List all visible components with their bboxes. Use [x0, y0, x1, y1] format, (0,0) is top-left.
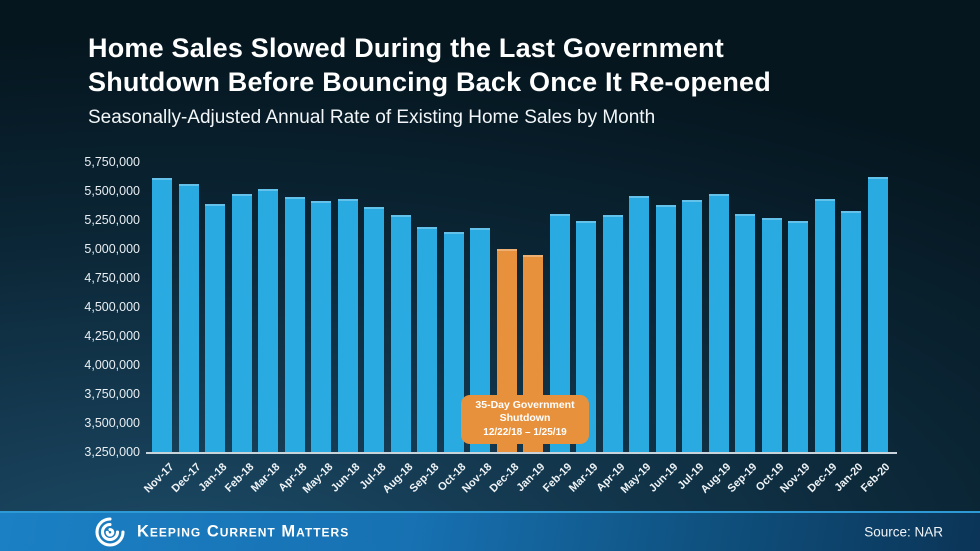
x-axis-label: Jun-19 [646, 461, 680, 495]
bar-jan-18 [205, 203, 225, 452]
y-axis-tick-label: 5,000,000 [84, 242, 140, 256]
shutdown-annotation: 35-Day Government Shutdown 12/22/18 – 1/… [461, 395, 589, 444]
bar-jul-18 [364, 207, 384, 452]
bar-oct-19 [761, 217, 782, 452]
annotation-title: 35-Day Government Shutdown [475, 399, 575, 424]
bar-feb-20 [867, 177, 888, 452]
x-axis-label: Jan-19 [514, 461, 548, 495]
bar-dec-19 [814, 199, 835, 452]
bar-sep-18 [417, 226, 437, 452]
y-axis-tick-label: 3,500,000 [84, 416, 140, 430]
brand-name: Keeping Current Matters [137, 522, 350, 541]
y-axis-tick-label: 5,750,000 [84, 155, 140, 169]
bar-jun-18 [337, 199, 358, 452]
x-axis-line [146, 452, 897, 454]
y-axis-tick-label: 3,750,000 [84, 387, 140, 401]
x-axis-label: Feb-20 [858, 461, 892, 495]
x-axis-label: Feb-18 [222, 461, 256, 495]
title-line-2: Shutdown Before Bouncing Back Once It Re… [88, 67, 771, 97]
y-axis-tick-label: 5,500,000 [84, 184, 140, 198]
y-axis-tick-label: 4,000,000 [84, 358, 140, 372]
annotation-dates: 12/22/18 – 1/25/19 [483, 427, 567, 438]
bar-dec-17 [178, 184, 199, 452]
y-axis-tick-label: 5,250,000 [84, 213, 140, 227]
bar-nov-19 [788, 221, 808, 452]
bar-nov-17 [152, 178, 172, 452]
bar-may-18 [311, 201, 331, 452]
bar-sep-19 [735, 214, 755, 452]
page-title: Home Sales Slowed During the Last Govern… [88, 31, 771, 99]
footer-bar: Keeping Current Matters Source: NAR [0, 511, 980, 551]
bar-feb-18 [231, 194, 252, 452]
x-axis-label: Jan-20 [832, 461, 866, 495]
y-axis-tick-label: 4,500,000 [84, 300, 140, 314]
source-text: Source: NAR [864, 524, 943, 540]
bar-jun-19 [655, 204, 676, 452]
bar-aug-19 [708, 194, 729, 452]
y-axis-tick-label: 3,250,000 [84, 445, 140, 459]
x-axis-label: Feb-19 [540, 461, 574, 495]
bar-oct-18 [443, 231, 464, 452]
bar-aug-18 [390, 215, 411, 452]
bar-feb-19 [549, 214, 570, 452]
bar-mar-19 [576, 221, 596, 452]
bar-may-19 [629, 195, 649, 452]
bar-jul-19 [682, 200, 702, 452]
bar-mar-18 [258, 188, 278, 452]
kcm-swirl-logo-icon [95, 517, 125, 547]
chart-subtitle: Seasonally-Adjusted Annual Rate of Exist… [88, 107, 656, 128]
y-axis-tick-label: 4,750,000 [84, 271, 140, 285]
x-axis-label: Jun-18 [328, 461, 362, 495]
bar-apr-19 [602, 215, 623, 452]
x-axis-label: Jan-18 [196, 461, 230, 495]
y-axis-tick-label: 4,250,000 [84, 329, 140, 343]
x-axis-label: Nov-17 [142, 461, 177, 496]
bar-apr-18 [284, 196, 305, 452]
bar-jan-20 [841, 210, 861, 452]
title-line-1: Home Sales Slowed During the Last Govern… [88, 33, 724, 63]
